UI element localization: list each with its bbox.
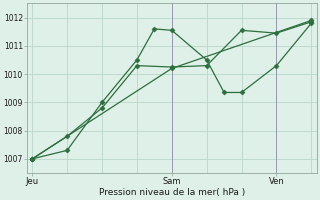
X-axis label: Pression niveau de la mer( hPa ): Pression niveau de la mer( hPa ) (99, 188, 245, 197)
